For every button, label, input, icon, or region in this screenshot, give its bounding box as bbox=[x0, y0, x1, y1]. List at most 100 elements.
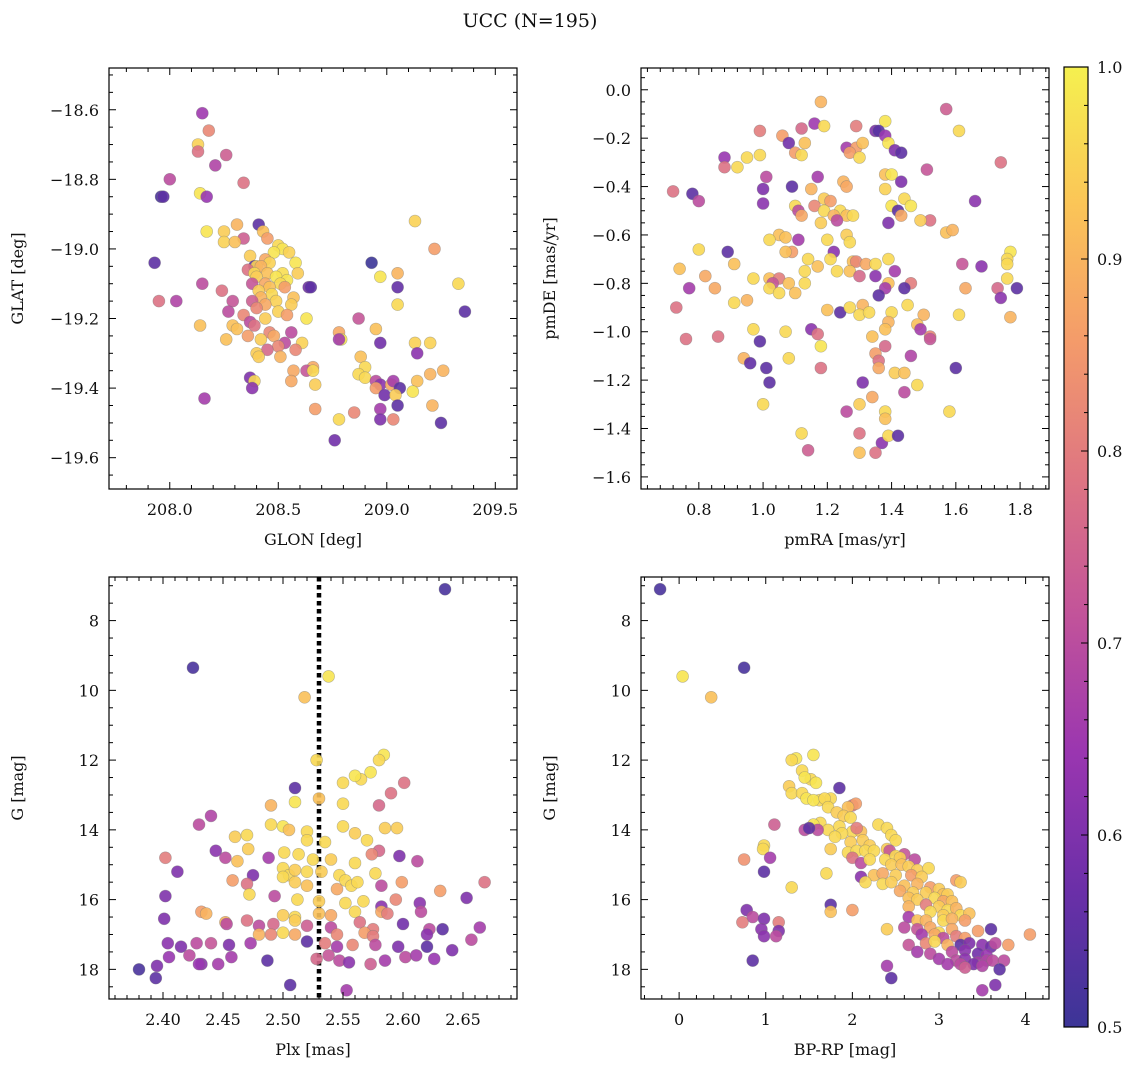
data-point bbox=[240, 914, 254, 927]
data-point bbox=[347, 406, 361, 419]
data-point bbox=[274, 350, 287, 364]
data-point bbox=[391, 266, 404, 280]
data-point bbox=[324, 853, 338, 866]
data-point bbox=[949, 361, 963, 375]
data-point bbox=[759, 170, 773, 184]
data-point bbox=[148, 256, 161, 270]
y-tick-label: 12 bbox=[611, 751, 631, 770]
x-tick-label: 3 bbox=[934, 1010, 944, 1029]
data-point bbox=[423, 336, 437, 350]
data-point bbox=[669, 301, 683, 314]
data-point bbox=[389, 893, 403, 906]
data-point bbox=[198, 392, 211, 405]
data-point bbox=[365, 847, 379, 861]
data-point bbox=[228, 830, 242, 844]
data-point bbox=[885, 168, 898, 181]
plot-frame bbox=[640, 67, 1050, 490]
data-point bbox=[373, 413, 387, 426]
data-point bbox=[820, 867, 833, 880]
data-point bbox=[288, 875, 302, 889]
data-point bbox=[740, 293, 754, 307]
data-point bbox=[878, 339, 892, 353]
data-point bbox=[396, 917, 410, 931]
data-point bbox=[340, 983, 353, 997]
data-point bbox=[692, 194, 706, 208]
data-point bbox=[261, 232, 274, 245]
data-point bbox=[264, 818, 278, 831]
data-point bbox=[785, 753, 799, 767]
data-point bbox=[740, 151, 754, 164]
data-point bbox=[149, 971, 163, 985]
data-point bbox=[378, 821, 392, 835]
data-point bbox=[798, 264, 812, 278]
data-point bbox=[859, 875, 872, 889]
data-point bbox=[254, 333, 268, 346]
data-point bbox=[811, 327, 825, 341]
data-point bbox=[994, 291, 1008, 305]
data-point bbox=[692, 243, 706, 256]
data-point bbox=[757, 912, 771, 926]
glon-glat-panel: 208.0 208.5 209.0 209.5 −18.6 −18.8 −19.0 −19.2… bbox=[8, 67, 518, 549]
data-point bbox=[869, 257, 882, 271]
data-point bbox=[209, 159, 222, 172]
data-point bbox=[943, 405, 956, 418]
data-point bbox=[828, 830, 842, 844]
y-tick-label: 18 bbox=[611, 960, 631, 979]
data-point bbox=[718, 160, 731, 174]
data-point bbox=[904, 349, 918, 363]
data-point bbox=[763, 851, 777, 865]
data-point bbox=[170, 294, 183, 308]
data-point bbox=[433, 884, 447, 898]
data-point bbox=[308, 378, 322, 391]
data-point bbox=[768, 818, 781, 831]
data-point bbox=[763, 376, 776, 389]
data-point bbox=[277, 846, 291, 859]
data-point bbox=[820, 303, 834, 317]
data-point bbox=[869, 269, 882, 283]
data-point bbox=[878, 114, 892, 128]
data-point bbox=[801, 252, 815, 266]
data-point bbox=[411, 854, 424, 868]
data-point bbox=[332, 333, 346, 346]
x-tick-label: 0 bbox=[674, 1010, 684, 1029]
data-point bbox=[428, 242, 441, 256]
data-point bbox=[200, 190, 213, 203]
data-point bbox=[850, 821, 864, 835]
data-point bbox=[888, 264, 902, 278]
data-point bbox=[230, 322, 244, 336]
y-tick-label: 10 bbox=[611, 681, 631, 700]
data-point bbox=[288, 914, 302, 927]
data-point bbox=[298, 690, 311, 704]
plot-frame bbox=[108, 67, 518, 490]
data-point bbox=[219, 851, 232, 865]
data-point bbox=[152, 294, 166, 308]
data-point bbox=[217, 225, 231, 238]
data-point bbox=[904, 199, 918, 213]
data-point bbox=[191, 145, 205, 158]
data-point bbox=[920, 163, 934, 176]
data-point bbox=[397, 776, 411, 790]
data-point bbox=[798, 136, 812, 150]
data-point bbox=[788, 286, 802, 300]
colorbar-tick-label: 1.0 bbox=[1097, 58, 1122, 77]
data-point bbox=[226, 874, 239, 887]
data-point bbox=[209, 844, 223, 858]
data-point bbox=[230, 218, 244, 231]
data-point bbox=[993, 963, 1006, 976]
data-point bbox=[410, 374, 424, 388]
data-point bbox=[704, 690, 718, 704]
data-point bbox=[322, 949, 335, 962]
data-point bbox=[782, 276, 796, 290]
data-point bbox=[163, 173, 177, 186]
data-point bbox=[779, 231, 792, 244]
y-axis-label: G [mag] bbox=[8, 755, 27, 820]
data-point bbox=[824, 194, 837, 208]
data-point bbox=[282, 246, 296, 259]
data-point bbox=[458, 305, 472, 318]
data-point bbox=[287, 364, 300, 378]
data-point bbox=[846, 903, 859, 917]
data-point bbox=[910, 378, 924, 392]
x-axis-label: BP-RP [mag] bbox=[794, 1040, 896, 1059]
data-point bbox=[731, 160, 744, 174]
data-point bbox=[673, 262, 686, 276]
